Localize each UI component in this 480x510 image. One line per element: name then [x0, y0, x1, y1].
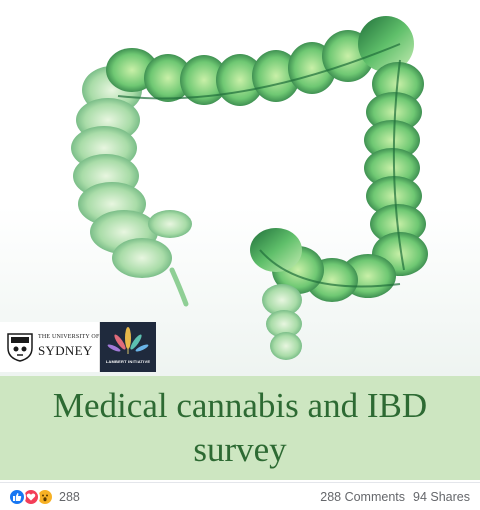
usyd-logo-subtitle: THE UNIVERSITY OF — [38, 334, 100, 340]
colon-illustration — [71, 16, 428, 360]
sigmoid-colon — [250, 228, 401, 360]
reactions-bar: 288 288 Comments 94 Shares — [0, 482, 480, 510]
reaction-summary[interactable]: 288 — [8, 487, 80, 506]
post-title-band[interactable]: Medical cannabis and IBD survey — [0, 376, 480, 480]
post-title: Medical cannabis and IBD survey — [52, 386, 428, 469]
ascending-colon — [71, 66, 192, 307]
university-of-sydney-logo: THE UNIVERSITY OF SYDNEY — [0, 322, 100, 372]
usyd-logo-name: SYDNEY — [38, 343, 93, 358]
comments-count-link[interactable]: 288 Comments — [320, 489, 406, 504]
reaction-count: 288 — [59, 489, 80, 504]
cannabis-leaf-icon — [107, 327, 149, 354]
like-icon — [8, 487, 26, 506]
descending-colon — [364, 59, 428, 276]
transverse-colon — [106, 16, 414, 106]
crest-icon — [7, 333, 33, 362]
lambert-logo-label: LAMBERT INITIATIVE — [105, 359, 151, 364]
lambert-initiative-logo: LAMBERT INITIATIVE — [100, 322, 156, 372]
post-image[interactable]: THE UNIVERSITY OF SYDNEY LAMBERT INITIAT… — [0, 0, 480, 376]
shares-count-link[interactable]: 94 Shares — [413, 489, 470, 504]
post-stats: 288 Comments 94 Shares — [320, 490, 470, 504]
